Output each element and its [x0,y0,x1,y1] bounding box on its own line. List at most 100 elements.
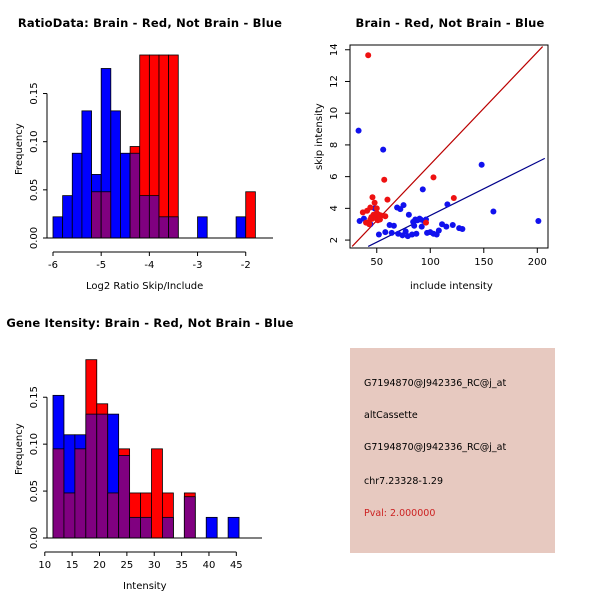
x-axis-tick-label: 40 [203,560,216,571]
x-axis-tick-label: -6 [48,260,58,271]
info-text-line: chr7.23328-1.29 [364,476,444,487]
gene-intensity-histogram-panel: Gene Itensity: Brain - Red, Not Brain - … [0,300,300,600]
scatter-point [388,229,395,236]
scatter-title: Brain - Red, Not Brain - Blue [355,16,545,30]
y-axis-tick-label: 4 [329,205,340,211]
scatter-point [373,205,380,212]
scatter-point [456,225,463,232]
scatter-point [427,229,434,236]
histogram-bar [120,152,131,239]
y-axis-tick-label: 10 [329,107,340,120]
scatter-point [450,195,457,202]
histogram-bar-overlap [148,195,160,239]
scatter-point [422,219,429,226]
info-text-line: altCassette [364,410,418,421]
scatter-inner [351,46,546,247]
scatter-canvas: 2 4 6 8 10 12 14 50 100 150 200 [329,43,549,268]
scatter-point [375,231,382,238]
ratio-histogram-title: RatioData: Brain - Red, Not Brain - Blue [17,16,283,30]
y-axis-tick-label: 0.05 [29,480,40,502]
ratio-histogram-ylabel: Frequency [14,123,25,175]
scatter-point [449,222,456,229]
histogram-bar [235,216,247,239]
histogram-bar-overlap [118,455,131,539]
plot-frame [349,44,549,249]
scatter-xlabel: include intensity [410,281,493,292]
gene-info-panel: G7194870@J942336_RC@j_at altCassette G7194… [300,300,600,600]
gene-histogram-ylabel: Frequency [14,423,25,475]
gene-info-box: G7194870@J942336_RC@j_at altCassette G7194… [350,348,555,553]
gene-histogram-title: Gene Itensity: Brain - Red, Not Brain - … [6,316,294,330]
x-axis-tick-label: 35 [175,560,188,571]
scatter-point [373,210,380,217]
scatter-point [390,222,397,229]
histogram-bar [151,448,163,539]
x-axis-tick-label: 20 [93,560,106,571]
histogram-bar-overlap [91,191,102,239]
scatter-point [411,222,418,229]
histogram-bar [110,110,121,239]
histogram-bar [81,110,92,239]
histogram-bar-overlap [85,413,98,539]
scatter-point [418,223,425,230]
y-axis-tick-label: 8 [329,142,340,148]
y-axis-tick-label: 2 [329,237,340,243]
pval-text: Pval: 2.000000 [364,508,436,519]
histogram-bar [227,516,240,539]
histogram-bar-overlap [140,516,152,539]
scatter-point [404,233,411,240]
x-axis-tick-label: 25 [121,560,134,571]
scatter-point [443,223,450,230]
x-axis-tick-label: 30 [148,560,161,571]
intensity-scatter-panel: Brain - Red, Not Brain - Blue 2 4 6 8 10 12 14… [300,0,600,300]
y-axis-tick-label: 12 [329,75,340,88]
trend-line-brain-fit [351,46,544,247]
scatter-point [380,146,387,153]
gene-histogram-xaxis: 10 15 20 25 30 35 40 45 [38,551,243,571]
scatter-point [369,194,376,201]
scatter-point [399,232,406,239]
histogram-bar-overlap [129,516,141,539]
y-axis-tick-label: 0.10 [29,131,40,153]
scatter-point [376,216,383,223]
scatter-point [416,215,423,222]
scatter-point [535,218,542,225]
scatter-point [382,213,389,220]
x-axis-tick-label: 45 [230,560,243,571]
ratio-histogram-panel: RatioData: Brain - Red, Not Brain - Blue… [0,0,300,300]
histogram-bar [205,516,218,539]
histogram-bar [158,54,170,239]
ratio-histogram-canvas: 0.00 0.05 0.10 0.15 -6 -5 -4 -3 -2 [29,54,273,271]
y-axis-tick-label: 0.00 [29,227,40,249]
scatter-point [363,219,370,226]
y-axis-tick-label: 6 [329,173,340,179]
histogram-bar-overlap [100,191,112,239]
histogram-bar [62,195,73,239]
gene-histogram-xlabel: Intensity [123,581,167,592]
scatter-point [382,229,389,236]
histogram-bar-overlap [162,516,174,539]
y-axis-tick-label: 0.00 [29,527,40,549]
histogram-bar-overlap [74,448,87,539]
x-axis-tick-label: -3 [193,260,203,271]
scatter-point [397,206,404,213]
x-axis-tick-label: -5 [96,260,106,271]
histogram-bar-overlap [96,413,109,539]
scatter-point [381,176,388,183]
ratio-histogram-bars [52,54,256,239]
ratio-histogram-yaxis: 0.00 0.05 0.10 0.15 [29,82,48,249]
histogram-bar-overlap [63,492,76,539]
scatter-point [435,227,442,234]
gene-histogram-bars [52,359,240,539]
histogram-bar-overlap [139,195,150,239]
scatter-point [367,216,374,223]
scatter-point [478,161,485,168]
scatter-point [384,196,391,203]
scatter-point [359,209,366,216]
histogram-bar-overlap [158,216,170,239]
x-axis-tick-label: 50 [370,257,383,268]
info-text-line: G7194870@J942336_RC@j_at [364,442,507,453]
scatter-point [355,127,362,134]
gene-histogram-yaxis: 0.00 0.05 0.10 0.15 [29,386,48,549]
x-axis-tick-label: 200 [528,257,547,268]
